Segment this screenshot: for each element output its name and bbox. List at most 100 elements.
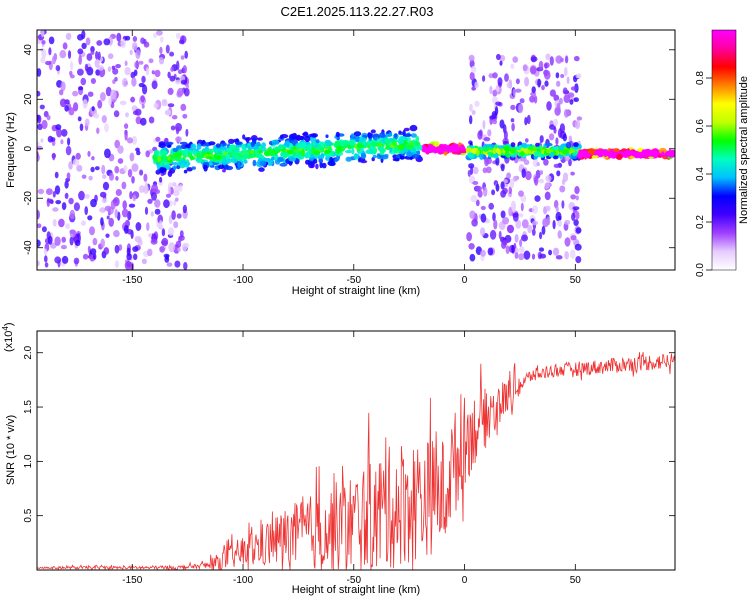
heatmap-cell <box>533 95 538 104</box>
heatmap-cell <box>334 140 341 147</box>
heatmap-cell <box>97 51 101 61</box>
heatmap-cell <box>598 149 602 157</box>
heatmap-cell <box>469 253 476 262</box>
heatmap-cell <box>539 253 547 259</box>
heatmap-cell <box>52 219 57 227</box>
heatmap-cell <box>160 36 164 43</box>
heatmap-cell <box>84 118 90 127</box>
heatmap-cell <box>75 152 81 160</box>
heatmap-cell <box>342 139 350 146</box>
heatmap-cell <box>466 232 472 242</box>
heatmap-cell <box>355 135 360 143</box>
heatmap-cell <box>166 141 174 145</box>
heatmap-cell <box>116 32 122 42</box>
heatmap-cell <box>135 222 142 231</box>
colorbar-tick-label: 0.0 <box>695 263 706 277</box>
heatmap-cell <box>549 124 556 130</box>
heatmap-cell <box>487 247 494 256</box>
heatmap-cell <box>82 253 89 260</box>
heatmap-cell <box>161 228 166 237</box>
y-tick-label: -20 <box>23 191 34 206</box>
heatmap-cell <box>52 191 56 198</box>
heatmap-cell <box>396 144 403 149</box>
heatmap-cell <box>47 235 53 245</box>
heatmap-cell <box>90 78 96 84</box>
heatmap-cell <box>145 150 150 158</box>
heatmap-cell <box>237 161 241 169</box>
spectrogram-y-label: Frequency (Hz) <box>5 112 17 188</box>
heatmap-cell <box>37 153 40 163</box>
heatmap-cell <box>379 132 386 138</box>
heatmap-cell <box>534 175 539 186</box>
heatmap-cell <box>493 219 498 230</box>
heatmap-cell <box>627 150 635 156</box>
heatmap-cell <box>325 134 329 138</box>
heatmap-cell <box>572 152 577 157</box>
heatmap-cell <box>471 110 476 115</box>
heatmap-cell <box>403 133 412 137</box>
heatmap-cell <box>555 206 559 213</box>
heatmap-cell <box>409 124 418 132</box>
heatmap-cell <box>169 75 176 82</box>
heatmap-cell <box>143 41 150 48</box>
heatmap-cell <box>477 189 483 198</box>
heatmap-cell <box>59 98 67 108</box>
heatmap-cell <box>555 137 559 146</box>
heatmap-cell <box>176 60 180 71</box>
heatmap-cell <box>173 165 177 171</box>
heatmap-cell <box>406 151 413 157</box>
heatmap-cell <box>217 164 226 170</box>
heatmap-cell <box>125 112 129 118</box>
heatmap-cell <box>168 242 176 253</box>
heatmap-cell <box>129 49 133 56</box>
heatmap-cell <box>170 66 175 72</box>
heatmap-cell <box>365 149 374 155</box>
heatmap-cell <box>37 123 43 131</box>
heatmap-cell <box>505 245 510 255</box>
colorbar: 0.0 0.2 0.4 0.6 0.8 Normalized spectral ampl… <box>695 29 750 277</box>
heatmap-cell <box>86 53 93 61</box>
heatmap-cell <box>59 89 64 96</box>
heatmap-cell <box>372 154 377 159</box>
heatmap-cell <box>103 38 111 46</box>
heatmap-cell <box>131 77 137 87</box>
heatmap-cell <box>325 141 333 147</box>
heatmap-cell <box>538 247 545 252</box>
heatmap-cell <box>117 145 124 154</box>
heatmap-cell <box>465 147 473 154</box>
heatmap-cell <box>282 147 286 153</box>
heatmap-cell <box>412 153 419 159</box>
heatmap-cell <box>510 63 515 69</box>
spectrogram-x-ticks: -150 -100 -50 0 50 <box>122 30 581 286</box>
heatmap-cell <box>77 116 82 122</box>
heatmap-cell <box>110 89 117 100</box>
spectrogram-y-ticks: -40 -20 0 20 40 <box>23 44 675 255</box>
heatmap-cell <box>492 212 496 222</box>
heatmap-cell <box>539 231 543 240</box>
heatmap-cell <box>153 150 159 156</box>
snr-frame <box>36 330 676 571</box>
heatmap-cell <box>133 253 138 261</box>
heatmap-cell <box>661 151 665 155</box>
heatmap-cell <box>190 156 196 161</box>
heatmap-cell <box>524 117 528 126</box>
heatmap-cell <box>562 87 568 95</box>
heatmap-cell <box>161 237 169 247</box>
snr-panel: -150 -100 -50 0 50 0.5 1.0 1.5 2.0 Height of st… <box>1 322 676 596</box>
heatmap-cell <box>132 194 137 202</box>
heatmap-cell <box>650 149 657 157</box>
heatmap-cell <box>183 87 190 97</box>
heatmap-cell <box>159 176 163 183</box>
heatmap-cell <box>394 157 400 162</box>
heatmap-cell <box>73 102 79 112</box>
heatmap-cell <box>510 200 516 211</box>
heatmap-cell <box>39 104 45 110</box>
heatmap-cell <box>574 120 581 130</box>
heatmap-cell <box>641 149 648 155</box>
heatmap-cell <box>468 163 475 169</box>
heatmap-cell <box>61 236 66 243</box>
heatmap-cell <box>545 205 551 212</box>
heatmap-cell <box>78 54 82 65</box>
heatmap-cell <box>58 218 65 228</box>
heatmap-cell <box>305 159 310 165</box>
